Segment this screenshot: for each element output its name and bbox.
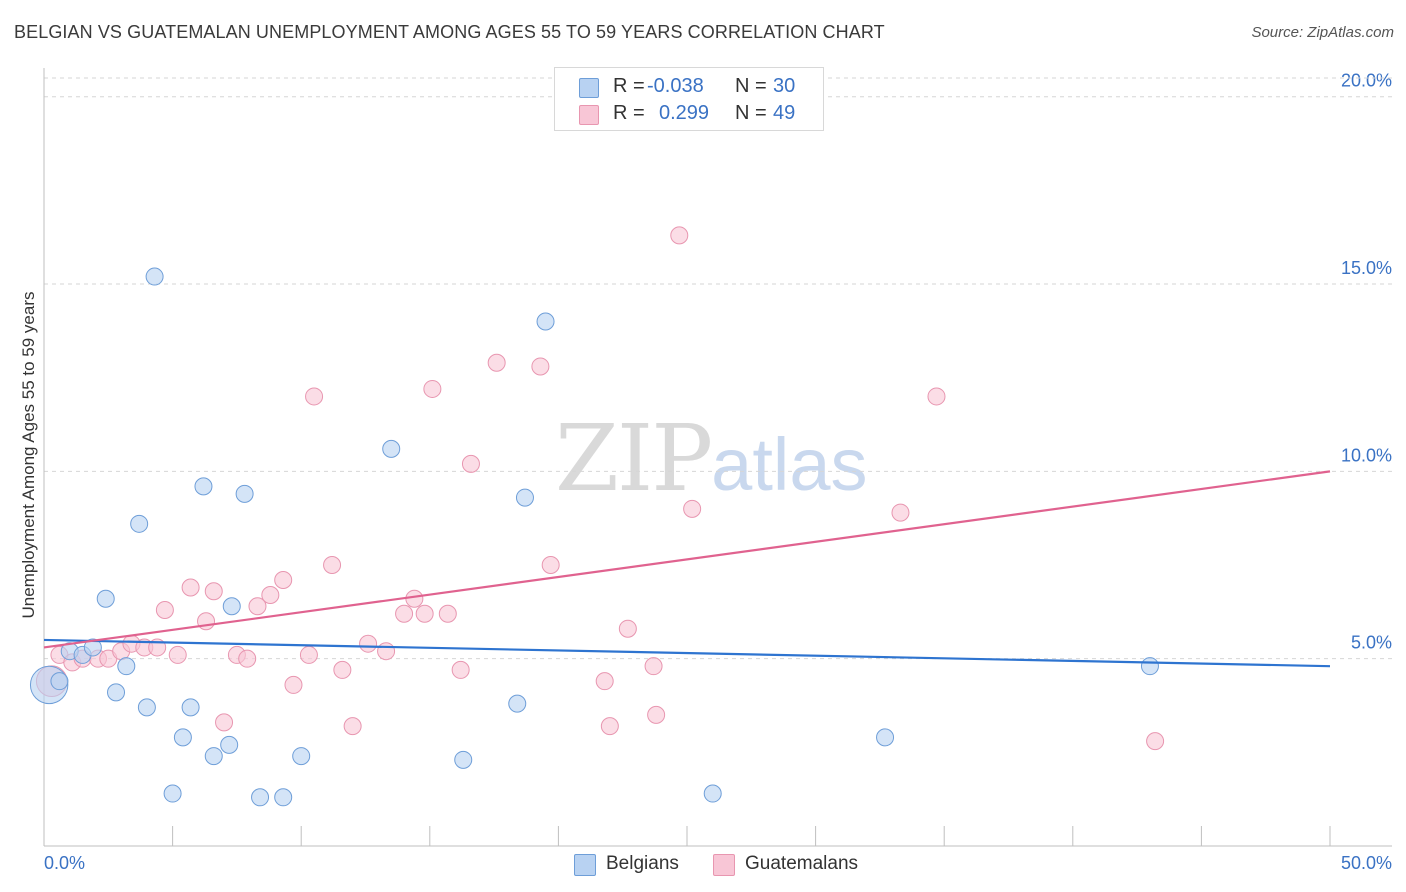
guatemalan-point [423,379,442,398]
guatemalan-point [305,387,324,406]
belgian-point [508,694,527,713]
belgian-point [1140,657,1159,676]
belgian-point [107,683,126,702]
belgian-point [173,728,192,747]
guatemalan-point [274,571,293,590]
belgian-point [137,698,156,717]
guatemalan-point [461,454,480,473]
bottom-guatemalans-swatch [713,854,735,876]
guatemalan-point [451,660,470,679]
guatemalan-point [168,645,187,664]
bottom-guatemalans-label: Guatemalans [745,853,859,874]
belgian-point [130,514,149,533]
guatemalan-point [377,642,396,661]
guatemalan-point [670,226,689,245]
guatemalan-point [405,589,424,608]
correlation-legend: R = -0.038 N = 30 R = 0.299 N = 49 [554,67,824,131]
y-tick-label: 20.0% [1341,71,1392,91]
belgian-point [274,788,293,807]
belgian-point [235,484,254,503]
guatemalan-point [261,585,280,604]
belgian-point [204,747,223,766]
guatemalan-point [333,660,352,679]
guatemalan-trend-line [43,470,1331,649]
belgian-point [292,747,311,766]
belgians-swatch [579,78,599,98]
belgian-point [163,784,182,803]
belgian-point [83,638,102,657]
belgian-point [251,788,270,807]
guatemalan-point [487,353,506,372]
guatemalans-r-label: R = [613,102,645,124]
x-tick-label-max: 50.0% [1341,853,1392,873]
belgians-r-value: -0.038 [647,75,704,97]
belgian-point [703,784,722,803]
guatemalan-point [531,357,550,376]
guatemalan-point [284,675,303,694]
belgian-point [382,439,401,458]
guatemalan-point [683,499,702,518]
guatemalan-point [647,705,666,724]
y-tick-label: 10.0% [1341,445,1392,465]
guatemalan-point [204,582,223,601]
guatemalan-point [359,634,378,653]
y-tick-label: 5.0% [1351,633,1392,653]
belgian-point [876,728,895,747]
guatemalan-point [395,604,414,623]
source-credit: Source: ZipAtlas.com [1251,24,1394,41]
watermark-zip: ZIP [555,405,713,512]
y-axis-label: Unemployment Among Ages 55 to 59 years [19,291,38,619]
guatemalan-point [238,649,257,668]
belgian-point [515,488,534,507]
guatemalan-point [891,503,910,522]
belgians-r-label: R = [613,75,645,97]
guatemalan-point [215,713,234,732]
guatemalans-n-value: 49 [773,102,796,124]
guatemalan-point [155,600,174,619]
guatemalans-n-label: N = [735,102,767,124]
belgian-point [222,597,241,616]
guatemalan-point [1146,732,1165,751]
x-tick-label-min: 0.0% [44,853,85,873]
belgian-point [96,589,115,608]
guatemalan-point [415,604,434,623]
guatemalan-point [927,387,946,406]
belgian-point [50,672,69,691]
belgians-n-label: N = [735,75,767,97]
chart-title: BELGIAN VS GUATEMALAN UNEMPLOYMENT AMONG… [14,22,885,42]
guatemalan-point [618,619,637,638]
guatemalan-point [299,645,318,664]
belgian-point [220,735,239,754]
guatemalan-point [600,717,619,736]
guatemalan-point [248,597,267,616]
belgians-n-value: 30 [773,75,796,97]
belgian-point [536,312,555,331]
belgian-trend-line [43,638,1331,668]
bottom-belgians-swatch [574,854,596,876]
bottom-belgians-label: Belgians [606,853,679,874]
guatemalan-point [343,717,362,736]
belgian-point [181,698,200,717]
guatemalan-point [644,657,663,676]
guatemalans-r-value: 0.299 [659,102,710,124]
y-tick-label: 15.0% [1341,258,1392,278]
guatemalan-point [438,604,457,623]
belgian-point [454,750,473,769]
guatemalan-point [595,672,614,691]
watermark-atlas: atlas [711,423,868,506]
watermark: ZIPatlas [555,405,867,512]
belgian-point [117,657,136,676]
guatemalan-point [541,556,560,575]
belgian-point [194,477,213,496]
guatemalan-point [323,556,342,575]
guatemalan-point [181,578,200,597]
guatemalans-swatch [579,105,599,125]
belgian-point [145,267,164,286]
